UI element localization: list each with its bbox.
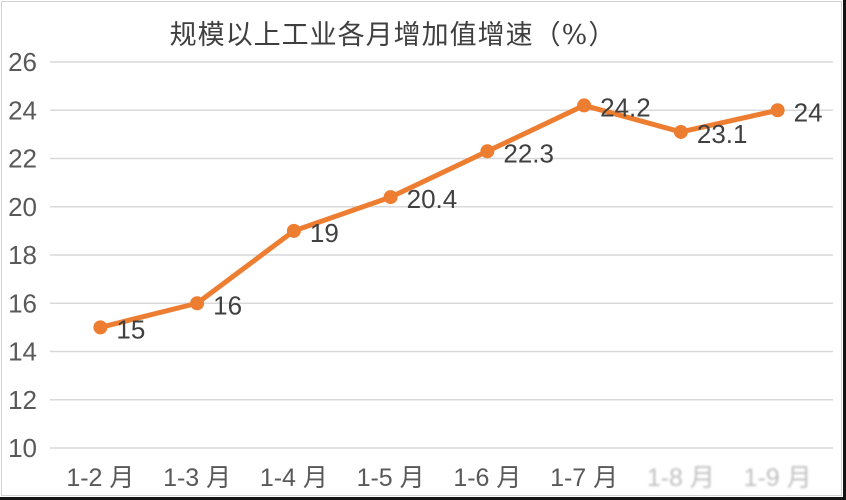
data-point-marker [286,223,301,238]
y-axis-tick-label: 10 [8,433,37,463]
x-axis-label: 1-9 月 [744,464,812,492]
y-axis-tick-label: 24 [8,95,37,125]
data-point-marker [480,144,495,159]
x-axis-label: 1-4 月 [260,464,328,492]
x-axis-label: 1-8 月 [647,464,715,492]
data-point-label: 20.4 [407,184,458,214]
data-point-marker [770,103,785,118]
x-axis-label: 1-5 月 [357,464,425,492]
x-axis-label: 1-7 月 [550,464,618,492]
data-point-label: 22.3 [503,138,554,168]
data-point-marker [190,296,205,311]
y-axis-tick-label: 18 [8,240,37,270]
y-axis-tick-label: 12 [8,385,37,415]
y-axis-tick-label: 20 [8,192,37,222]
data-point-label: 16 [213,290,242,320]
x-axis-label: 1-6 月 [453,464,521,492]
x-axis-label: 1-2 月 [66,464,134,492]
x-axis-label: 1-3 月 [163,464,231,492]
data-point-label: 24.2 [600,92,651,122]
data-point-label: 15 [116,314,145,344]
data-point-marker [383,190,398,205]
y-axis-tick-label: 26 [8,47,37,77]
y-axis-tick-label: 16 [8,288,37,318]
series-line [97,102,781,330]
chart-title: 规模以上工业各月增加值增速（%） [169,20,617,51]
y-axis-tick-label: 14 [8,337,37,367]
y-axis-tick-label: 22 [8,144,37,174]
data-point-marker [577,98,592,113]
data-point-marker [673,124,688,139]
data-point-label: 24 [794,97,823,127]
data-point-marker [93,320,108,335]
data-point-label: 23.1 [697,119,748,149]
data-point-label: 19 [310,218,339,248]
